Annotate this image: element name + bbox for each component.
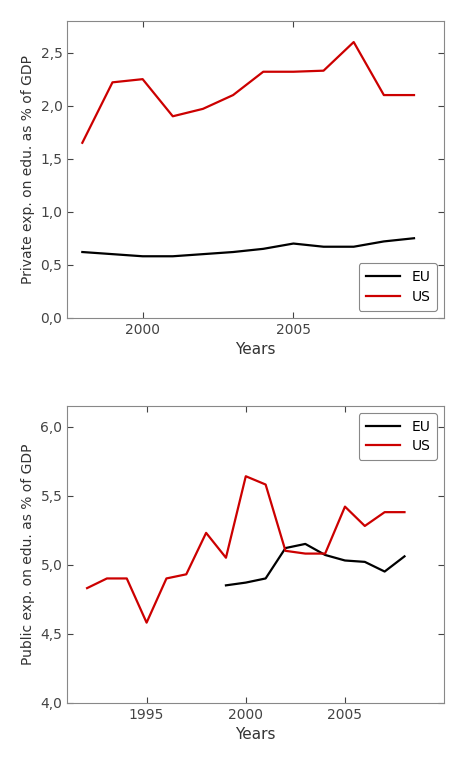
US [342, 502, 348, 511]
US [291, 67, 296, 76]
US [382, 507, 387, 517]
Line: EU: EU [226, 544, 405, 585]
EU [110, 250, 115, 259]
US [260, 67, 266, 76]
US [321, 66, 326, 76]
US [223, 553, 229, 562]
US [381, 91, 387, 100]
EU [80, 247, 85, 256]
US [170, 111, 176, 121]
Legend: EU, US: EU, US [359, 263, 437, 311]
Line: US: US [82, 42, 414, 143]
US [402, 507, 407, 517]
US [263, 480, 268, 489]
US [124, 574, 130, 583]
EU [200, 250, 206, 259]
EU [322, 550, 328, 559]
US [283, 546, 288, 555]
US [411, 91, 417, 100]
X-axis label: Years: Years [235, 727, 276, 742]
Y-axis label: Private exp. on edu. as % of GDP: Private exp. on edu. as % of GDP [21, 55, 35, 284]
EU [223, 581, 229, 590]
Legend: EU, US: EU, US [359, 413, 437, 460]
EU [411, 233, 417, 243]
EU [263, 574, 268, 583]
EU [260, 244, 266, 253]
EU [342, 556, 348, 565]
EU [283, 543, 288, 552]
US [230, 91, 236, 100]
US [84, 584, 90, 593]
Line: EU: EU [82, 238, 414, 256]
US [362, 521, 368, 530]
US [243, 472, 249, 481]
Line: US: US [87, 476, 405, 623]
EU [362, 557, 368, 566]
US [140, 75, 146, 84]
US [164, 574, 169, 583]
US [303, 549, 308, 559]
EU [170, 252, 176, 261]
US [203, 528, 209, 537]
US [184, 570, 189, 579]
EU [291, 239, 296, 248]
EU [321, 242, 326, 251]
X-axis label: Years: Years [235, 342, 276, 357]
US [110, 78, 115, 87]
EU [351, 242, 357, 251]
US [80, 138, 85, 147]
US [351, 37, 357, 47]
EU [381, 237, 387, 246]
EU [243, 578, 249, 588]
US [144, 618, 149, 627]
EU [402, 552, 407, 561]
US [322, 549, 328, 559]
EU [382, 567, 387, 576]
EU [140, 252, 146, 261]
Y-axis label: Public exp. on edu. as % of GDP: Public exp. on edu. as % of GDP [21, 443, 35, 665]
US [200, 105, 206, 114]
EU [230, 247, 236, 256]
EU [303, 539, 308, 549]
US [104, 574, 110, 583]
